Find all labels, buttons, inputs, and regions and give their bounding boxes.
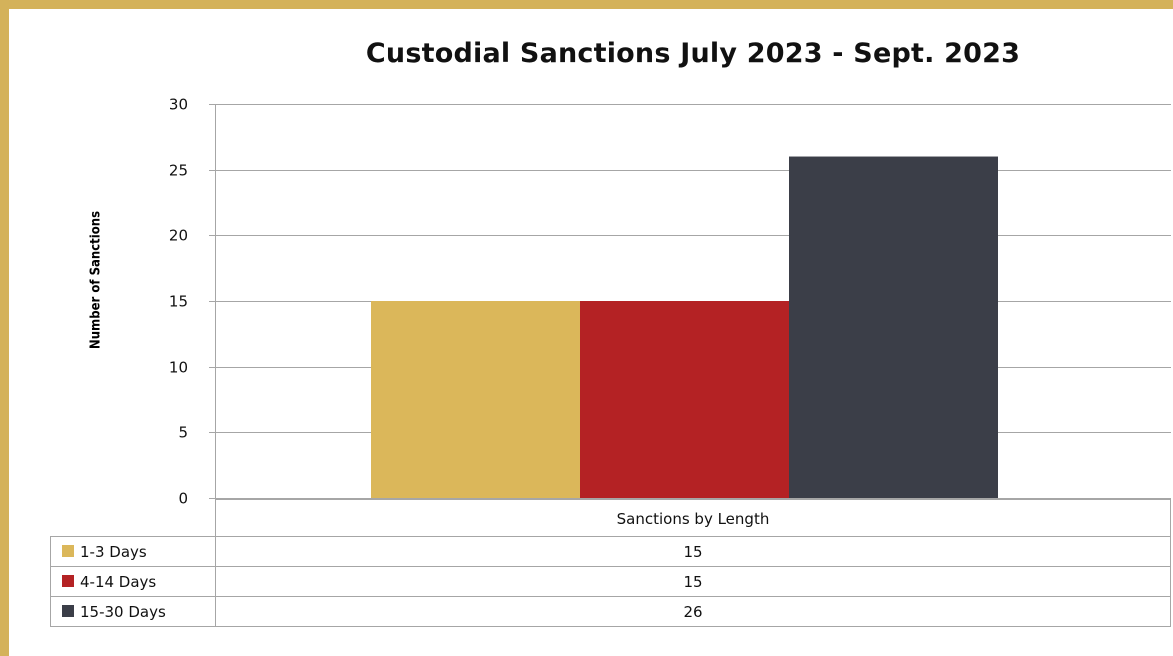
chart-title: Custodial Sanctions July 2023 - Sept. 20… (365, 38, 1021, 69)
legend-label: 4-14 Days (80, 573, 156, 591)
y-tick-label: 15 (169, 293, 188, 311)
data-table-value-cell (215, 596, 1171, 627)
legend-swatch (62, 605, 74, 617)
legend-label: 1-3 Days (80, 543, 147, 561)
legend-swatch (62, 575, 74, 587)
y-tick-label: 5 (178, 424, 188, 442)
x-axis-label: Sanctions by Length (617, 510, 770, 528)
data-label: 26 (683, 603, 702, 621)
legend-swatch (62, 545, 74, 557)
y-tick-label: 25 (169, 162, 188, 180)
y-tick-label: 10 (169, 359, 188, 377)
y-tick-label: 0 (178, 490, 188, 508)
legend-label: 15-30 Days (80, 603, 166, 621)
y-tick-label: 20 (169, 227, 188, 245)
bar (580, 301, 789, 498)
bar (371, 301, 580, 498)
data-label: 15 (683, 573, 702, 591)
y-tick-label: 30 (169, 96, 188, 114)
data-label: 15 (683, 543, 702, 561)
bar (789, 156, 998, 499)
